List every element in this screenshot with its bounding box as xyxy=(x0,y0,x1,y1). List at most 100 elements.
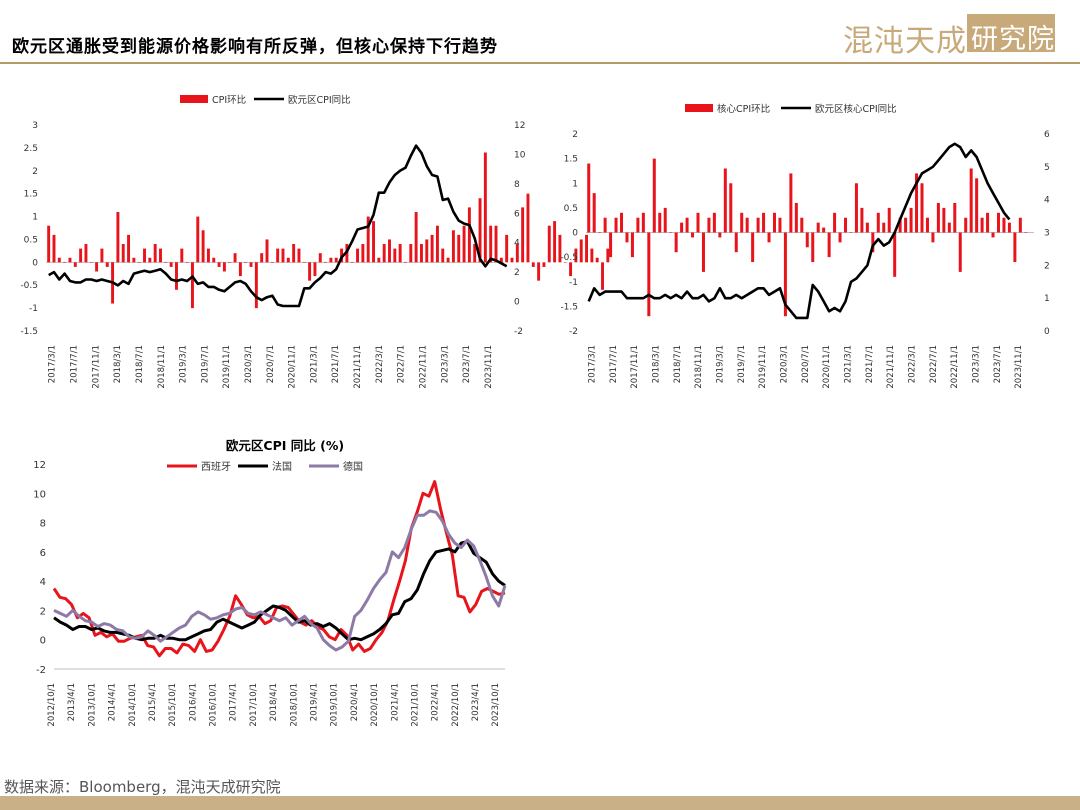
mom-bar xyxy=(915,173,919,233)
mom-bar xyxy=(865,222,869,233)
mom-bar xyxy=(958,232,962,272)
mom-bar xyxy=(175,262,178,290)
x-tick-label: 2022/11/1 xyxy=(950,345,960,389)
mom-bar xyxy=(734,232,738,253)
x-tick-label: 2016/10/1 xyxy=(209,683,219,727)
mom-bar xyxy=(451,230,455,263)
mom-bar xyxy=(132,257,136,263)
mom-bar xyxy=(510,257,514,263)
x-tick-label: 2018/11/1 xyxy=(157,345,167,389)
x-tick-label: 2020/3/1 xyxy=(244,345,254,383)
mom-bar xyxy=(318,253,322,263)
y-left-tick-label: 2 xyxy=(32,167,38,177)
mom-bar xyxy=(975,178,979,233)
x-tick-label: 2021/11/1 xyxy=(353,345,363,389)
y-right-tick-label: 4 xyxy=(1044,196,1050,206)
mom-bar xyxy=(206,248,210,263)
mom-bar xyxy=(127,234,131,263)
mom-bar xyxy=(630,232,634,258)
mom-bar xyxy=(680,222,684,233)
mom-bar xyxy=(521,207,525,263)
mom-bar xyxy=(286,257,290,263)
x-tick-label: 2021/7/1 xyxy=(331,345,341,383)
mom-bar xyxy=(329,257,333,263)
mom-bar xyxy=(292,244,296,263)
mom-bar xyxy=(201,230,205,263)
x-tick-label: 2022/11/1 xyxy=(418,345,428,389)
mom-bar xyxy=(827,232,831,258)
mom-bar xyxy=(669,232,673,233)
mom-bar xyxy=(756,217,760,233)
mom-bar xyxy=(73,262,77,267)
y-right-tick-label: 8 xyxy=(514,180,520,190)
x-tick-label: 2013/4/1 xyxy=(67,683,77,721)
mom-bar xyxy=(63,262,67,263)
x-tick-label: 2015/4/1 xyxy=(148,683,158,721)
mom-bar xyxy=(794,202,798,233)
mom-bar xyxy=(254,262,258,309)
legend-label: 德国 xyxy=(343,460,363,473)
y-left-tick-label: -1.5 xyxy=(560,302,578,312)
mom-bar xyxy=(904,217,908,233)
source-note: 数据来源：Bloomberg，混沌天成研究院 xyxy=(4,778,281,796)
mom-bar xyxy=(313,262,317,277)
mom-bar xyxy=(718,232,722,238)
mom-bar xyxy=(244,262,248,263)
y-tick-label: 10 xyxy=(33,489,46,500)
mom-bar xyxy=(871,232,875,253)
chart-core-cpi-mom-yoy: -2 -1.5 -1 -0.5 0 0.5 1 1.5 2 0 1 2 3 4 5 6 2017/3/1 2017… xyxy=(540,98,1080,408)
x-tick-label: 2023/11/1 xyxy=(1014,345,1024,389)
x-tick-label: 2020/11/1 xyxy=(288,345,298,389)
logo-text: 混沌天成 xyxy=(843,24,967,59)
y-left-tick-label: -0.5 xyxy=(20,281,38,291)
mom-bar xyxy=(652,158,656,233)
mom-bar xyxy=(969,168,973,233)
mom-bar xyxy=(1013,232,1017,263)
x-tick-label: 2022/3/1 xyxy=(375,345,385,383)
mom-bar xyxy=(558,234,562,263)
mom-bar xyxy=(816,222,820,233)
mom-bar xyxy=(751,232,755,263)
mom-bar xyxy=(393,248,397,263)
mom-bar xyxy=(601,262,604,290)
series-line xyxy=(53,509,507,652)
mom-bar xyxy=(350,262,354,263)
mom-bar xyxy=(489,225,493,263)
x-tick-label: 2020/11/1 xyxy=(822,345,832,389)
mom-bar xyxy=(446,257,450,263)
mom-bar xyxy=(712,212,716,233)
x-tick-label: 2021/7/1 xyxy=(865,345,875,383)
mom-bar xyxy=(441,248,445,263)
mom-bar xyxy=(270,262,274,263)
y-right-tick-label: -2 xyxy=(514,327,523,337)
mom-bar xyxy=(169,262,173,267)
x-tick-label: 2023/3/1 xyxy=(972,345,982,383)
y-right-tick-label: 3 xyxy=(1044,229,1050,239)
mom-bar xyxy=(925,217,929,233)
y-left-tick-label: -1 xyxy=(29,304,38,314)
x-tick-label: 2021/10/1 xyxy=(410,683,420,727)
mom-bar xyxy=(563,262,567,263)
mom-bar xyxy=(723,168,727,233)
mom-bar xyxy=(435,225,439,263)
mom-bar xyxy=(57,257,61,263)
y-left-tick-label: -1.5 xyxy=(20,327,38,337)
mom-bar xyxy=(685,217,689,233)
y-left-tick-label: 0.5 xyxy=(564,204,578,214)
mom-bar xyxy=(457,234,461,263)
y-left-tick-label: 1 xyxy=(32,213,38,223)
y-tick-label: 0 xyxy=(40,636,46,647)
y-right-tick-label: 10 xyxy=(514,150,526,160)
mom-bar xyxy=(515,244,519,263)
yoy-line xyxy=(48,144,508,308)
mom-bar xyxy=(849,232,853,233)
mom-bar xyxy=(800,217,804,233)
y-left-tick-label: 1.5 xyxy=(24,190,38,200)
mom-bar xyxy=(164,262,168,263)
mom-bar xyxy=(1002,217,1006,233)
legend-label: CPI环比 xyxy=(212,94,246,106)
x-tick-label: 2023/3/1 xyxy=(440,345,450,383)
x-tick-label: 2019/10/1 xyxy=(330,683,340,727)
x-tick-label: 2014/10/1 xyxy=(128,683,138,727)
y-right-tick-label: 4 xyxy=(514,239,520,249)
